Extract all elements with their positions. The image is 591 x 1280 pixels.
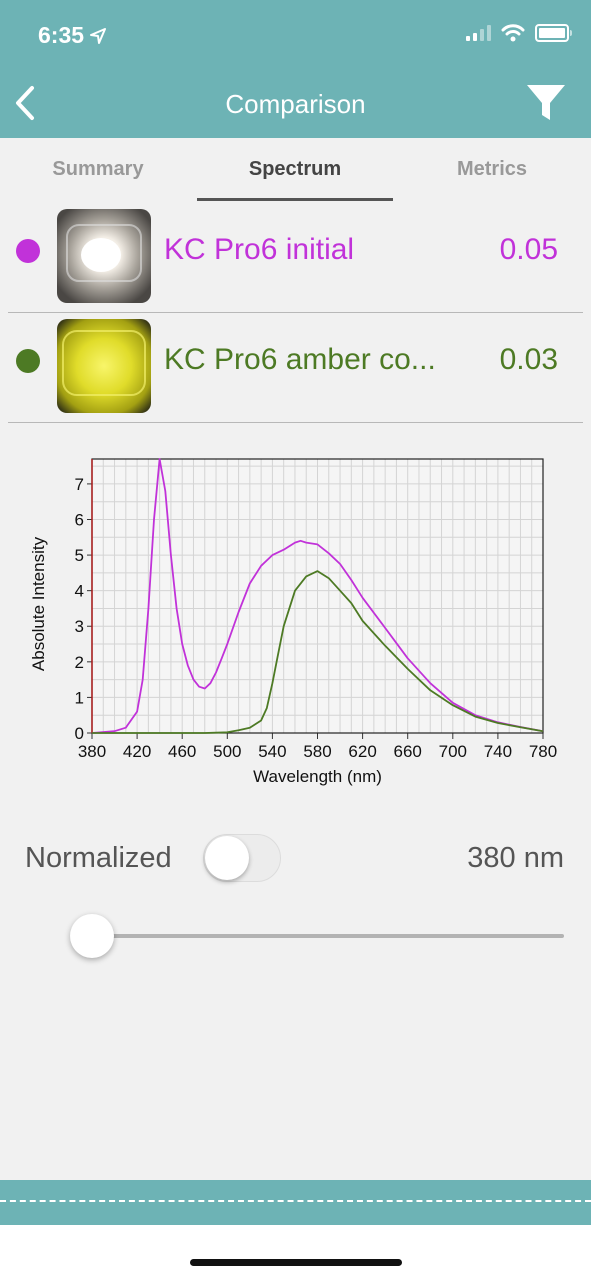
location-arrow-icon	[90, 27, 107, 44]
x-tick-label: 780	[529, 742, 557, 761]
toggle-knob	[205, 836, 249, 880]
tab-metrics[interactable]: Metrics	[456, 158, 528, 180]
list-item[interactable]: KC Pro6 initial 0.05	[8, 203, 583, 313]
series-color-dot	[16, 239, 40, 263]
slider-knob[interactable]	[70, 914, 114, 958]
x-tick-label: 460	[168, 742, 196, 761]
x-tick-label: 540	[258, 742, 286, 761]
y-tick-label: 3	[75, 617, 84, 636]
series-line	[92, 570, 544, 734]
wavelength-slider[interactable]	[70, 912, 566, 962]
x-tick-label: 420	[123, 742, 151, 761]
item-value: 0.05	[499, 233, 558, 266]
x-tick-label: 740	[484, 742, 512, 761]
item-name: KC Pro6 amber co...	[164, 343, 436, 376]
x-tick-label: 660	[394, 742, 422, 761]
x-tick-label: 580	[303, 742, 331, 761]
status-icons	[466, 24, 572, 42]
y-tick-label: 7	[75, 475, 84, 494]
wifi-icon	[501, 24, 525, 42]
footer-dash-line	[0, 1200, 591, 1202]
y-tick-label: 0	[75, 724, 84, 743]
page-title: Comparison	[225, 89, 366, 119]
x-tick-label: 620	[348, 742, 376, 761]
tab-summary[interactable]: Summary	[52, 158, 144, 180]
tab-spectrum[interactable]: Spectrum	[248, 158, 342, 180]
status-time: 6:35	[38, 22, 107, 49]
footer-bar	[0, 1180, 591, 1225]
nav-header: 6:35 Comparison	[0, 0, 591, 138]
home-indicator	[190, 1259, 402, 1266]
x-axis-label: Wavelength (nm)	[253, 767, 382, 786]
y-tick-label: 1	[75, 688, 84, 707]
series-line	[91, 458, 544, 734]
list-item[interactable]: KC Pro6 amber co... 0.03	[8, 313, 583, 423]
x-tick-label: 380	[78, 742, 106, 761]
normalized-toggle[interactable]	[203, 834, 281, 882]
y-tick-label: 6	[75, 510, 84, 529]
normalized-label: Normalized	[25, 842, 172, 874]
y-tick-label: 2	[75, 653, 84, 672]
y-tick-label: 5	[75, 546, 84, 565]
active-tab-indicator	[197, 198, 393, 201]
battery-icon	[535, 24, 572, 42]
x-tick-label: 500	[213, 742, 241, 761]
slider-track	[70, 934, 564, 938]
bottom-area	[0, 1225, 591, 1280]
series-color-dot	[16, 349, 40, 373]
status-time-label: 6:35	[38, 22, 85, 48]
spectrum-chart: 380 420 460 500 540 580 620 660 700 740 780 0 1 2 3 4 5 6…	[29, 458, 557, 786]
y-axis-label: Absolute Intensity	[29, 536, 48, 671]
wavelength-readout: 380 nm	[467, 842, 564, 874]
light-thumbnail	[57, 209, 151, 303]
back-button[interactable]	[10, 82, 40, 124]
light-thumbnail	[57, 319, 151, 413]
item-value: 0.03	[499, 343, 558, 376]
filter-icon[interactable]	[525, 82, 567, 124]
x-tick-label: 700	[439, 742, 467, 761]
y-tick-label: 4	[75, 582, 84, 601]
segment-tabs: Summary Spectrum Metrics	[0, 138, 591, 202]
cellular-signal-icon	[466, 25, 491, 41]
item-name: KC Pro6 initial	[164, 233, 355, 266]
